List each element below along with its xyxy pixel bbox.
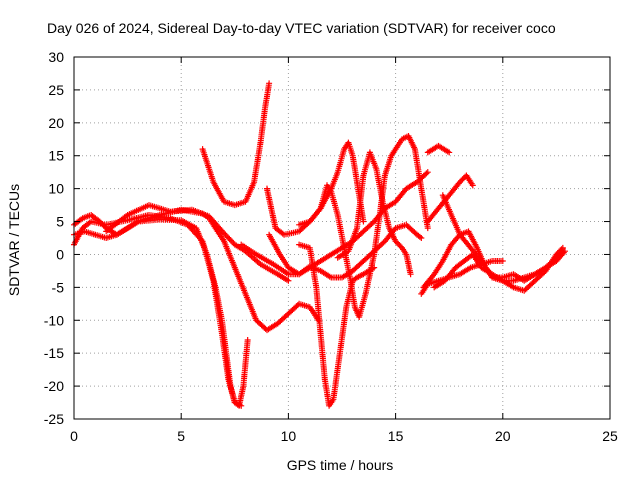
series-track5 xyxy=(199,80,273,209)
data-point xyxy=(423,170,430,177)
series-track17 xyxy=(439,192,568,284)
y-tick-label: 25 xyxy=(48,82,64,98)
y-tick-label: -10 xyxy=(44,312,64,328)
data-point xyxy=(285,277,292,284)
series-track6 xyxy=(238,221,425,281)
data-point xyxy=(360,218,367,225)
y-tick-label: 20 xyxy=(48,115,64,131)
x-tick-label: 15 xyxy=(388,428,404,444)
series-track13 xyxy=(424,142,453,156)
y-tick-label: -20 xyxy=(44,378,64,394)
data-point xyxy=(424,225,431,232)
y-tick-label: 0 xyxy=(56,246,64,262)
data-point xyxy=(446,149,453,156)
chart-title: Day 026 of 2024, Sidereal Day-to-day VTE… xyxy=(47,20,556,36)
x-tick-label: 25 xyxy=(602,428,618,444)
data-point xyxy=(499,258,506,265)
y-tick-label: -25 xyxy=(44,411,64,427)
x-axis-label: GPS time / hours xyxy=(287,457,394,473)
data-point xyxy=(561,248,568,255)
x-tick-label: 5 xyxy=(177,428,185,444)
data-point xyxy=(238,402,245,409)
y-axis-label: SDTVAR / TECUs xyxy=(6,184,22,296)
y-tick-label: 5 xyxy=(56,214,64,230)
y-tick-label: -15 xyxy=(44,345,64,361)
x-tick-label: 20 xyxy=(495,428,511,444)
data-point xyxy=(424,169,431,176)
plot-frame xyxy=(73,56,611,420)
x-tick-label: 10 xyxy=(281,428,297,444)
y-tick-label: 10 xyxy=(48,181,64,197)
x-tick-label: 0 xyxy=(70,428,78,444)
data-point xyxy=(558,246,565,253)
series-track11 xyxy=(334,149,414,278)
data-point xyxy=(407,271,414,278)
data-point xyxy=(469,182,476,189)
series-track2 xyxy=(71,216,245,409)
data-point xyxy=(266,80,273,87)
y-tick-label: 30 xyxy=(48,49,64,65)
tick-layer: 0 5 10 15 20 25 -25 -20 -15 -10 -5 0 5 10 15 20 25 30 xyxy=(44,49,618,444)
y-tick-label: -5 xyxy=(52,279,65,295)
data-point xyxy=(244,337,251,344)
data-point xyxy=(559,244,566,251)
series-track4 xyxy=(103,202,292,284)
y-tick-label: 15 xyxy=(48,148,64,164)
series-track7 xyxy=(264,139,367,238)
data-point xyxy=(418,235,425,241)
series-layer xyxy=(71,80,568,409)
